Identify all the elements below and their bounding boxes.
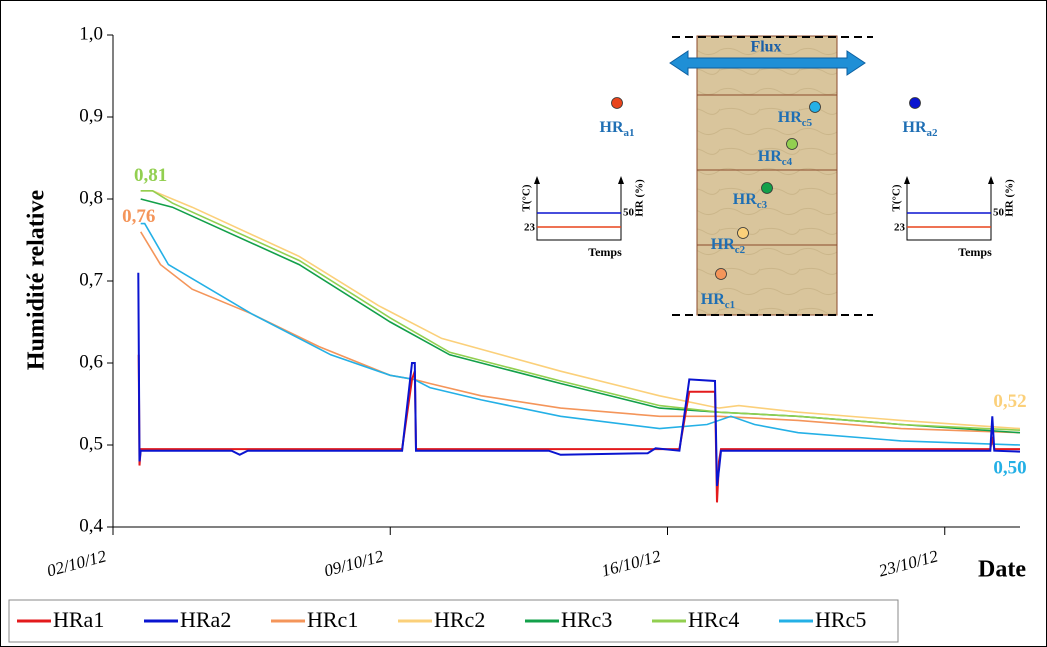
mini-arrow (534, 176, 624, 184)
sensor-label: HRc4 (758, 148, 793, 168)
y-tick-label: 0,5 (79, 433, 103, 454)
flux-label: Flux (750, 39, 781, 56)
sensor-label: HRc1 (701, 291, 735, 311)
legend-label: HRa1 (53, 607, 104, 632)
y-tick-label: 1,0 (79, 23, 103, 44)
sensor-label-base: HR (733, 191, 757, 208)
sensor-label: HRa1 (600, 119, 635, 139)
series-line (140, 190, 1021, 431)
y-tick-label: 0,9 (79, 105, 103, 126)
sensor-label-base: HR (711, 236, 735, 253)
sensor-label-sub: a2 (927, 127, 939, 139)
y-axis-title: Humidité relative (24, 190, 50, 371)
value-label: 0,76 (122, 206, 155, 227)
sensor-label-sub: c1 (725, 299, 735, 311)
sensor-label: HRc5 (778, 109, 813, 129)
mini-right-axis: HR (%) (1004, 179, 1016, 217)
legend-label: HRc3 (561, 607, 612, 632)
legend-label: HRc5 (815, 607, 866, 632)
legend-label: HRa2 (180, 607, 231, 632)
legend-label: HRc1 (307, 607, 358, 632)
value-label: 0,81 (134, 165, 167, 186)
mini-time: Temps (588, 245, 622, 259)
sensor-dot (611, 97, 623, 109)
sensor-label-sub: a1 (624, 127, 635, 139)
legend-label: HRc2 (434, 607, 485, 632)
mini-time: Temps (958, 245, 992, 259)
y-tick-label: 0,7 (79, 269, 103, 290)
mini-left-axis: T(°C) (891, 184, 903, 211)
value-label: 0,50 (993, 457, 1026, 478)
mini-arrow (904, 176, 994, 184)
mini-t-value: 23 (524, 222, 536, 234)
series-line (140, 222, 1021, 446)
sensor-label-sub: c4 (782, 156, 793, 168)
sensor-label-base: HR (758, 148, 782, 165)
sensor-label-sub: c2 (735, 244, 746, 256)
legend-label: HRc4 (688, 607, 739, 632)
sensor-label-sub: c5 (802, 117, 813, 129)
mini-right-axis: HR (%) (634, 179, 646, 217)
sensor-label: HRc2 (711, 236, 746, 256)
series-line (137, 272, 1021, 487)
sensor-label-base: HR (600, 119, 624, 136)
sensor-dot (761, 182, 773, 194)
x-axis-title: Date (978, 557, 1026, 583)
mini-hr-value: 50 (623, 207, 635, 219)
sensor-dot (737, 227, 749, 239)
mini-hr-value: 50 (993, 207, 1005, 219)
sensor-label: HRc3 (733, 191, 768, 211)
series-line (137, 354, 1020, 503)
mini-t-value: 23 (894, 222, 906, 234)
sensor-dot (809, 101, 821, 113)
sensor-dot (786, 138, 798, 150)
x-tick-label: 09/10/12 (322, 546, 386, 580)
sensor-label: HRa2 (903, 119, 939, 139)
series-line (140, 198, 1021, 434)
x-tick-label: 23/10/12 (877, 546, 941, 580)
mini-axes (536, 178, 622, 241)
series-line (140, 190, 1021, 430)
sensor-label-base: HR (778, 109, 802, 126)
sensor-dot (909, 97, 921, 109)
y-tick-label: 0,8 (79, 187, 103, 208)
sensor-label-base: HR (903, 119, 927, 136)
flux-arrow (669, 50, 866, 76)
mini-left-axis: T(°C) (521, 184, 533, 211)
sensor-label-base: HR (701, 291, 725, 308)
x-tick-label: 16/10/12 (599, 546, 663, 580)
y-tick-label: 0,4 (79, 515, 103, 536)
x-tick-label: 02/10/12 (45, 546, 109, 580)
series-line (140, 231, 1021, 434)
sensor-label-sub: c3 (757, 199, 768, 211)
value-label: 0,52 (993, 391, 1026, 412)
y-tick-label: 0,6 (79, 351, 103, 372)
sensor-dot (715, 268, 727, 280)
mini-axes (906, 178, 992, 241)
